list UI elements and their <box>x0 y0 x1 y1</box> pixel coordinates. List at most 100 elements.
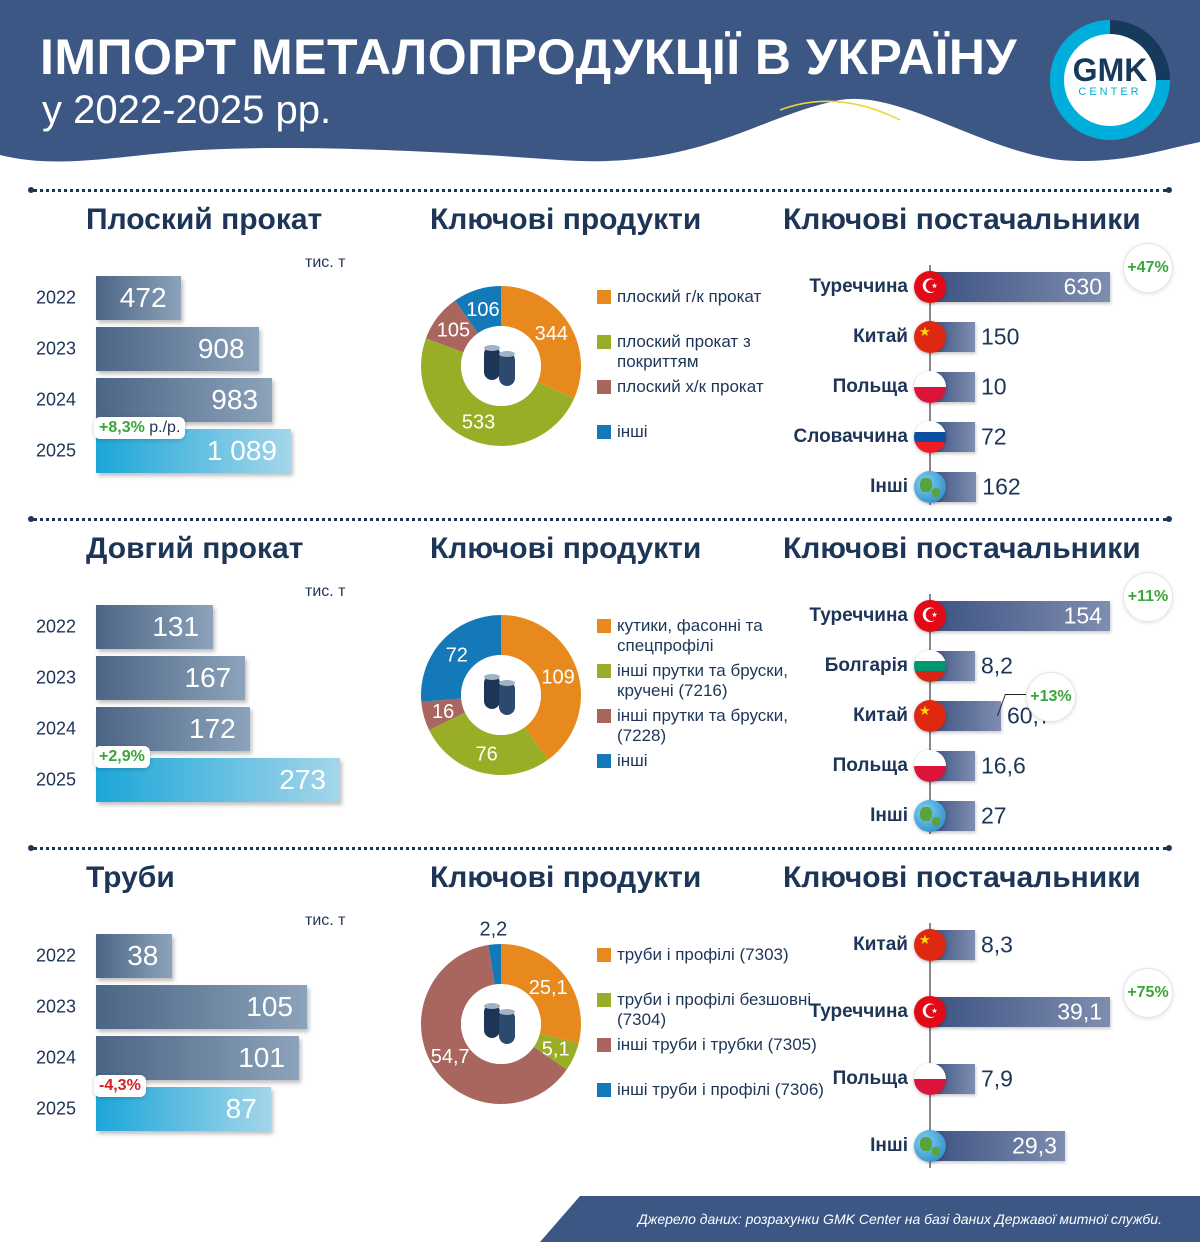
supplier-value: 27 <box>981 802 1007 829</box>
legend-item: інші прутки та бруски, кручені (7216) <box>597 661 832 701</box>
change-badge: +2,9% <box>94 746 150 768</box>
legend-swatch <box>597 335 611 349</box>
legend-item: інші труби і трубки (7305) <box>597 1035 832 1055</box>
legend-label: плоский прокат з покриттям <box>617 332 751 371</box>
donut-slice <box>501 286 581 399</box>
year-label: 2025 <box>36 1098 77 1119</box>
legend-label: інші труби і трубки (7305) <box>617 1035 817 1054</box>
legend-label: інші прутки та бруски, кручені (7216) <box>617 661 788 700</box>
poland-flag-icon <box>914 371 946 403</box>
slice-value-label: 72 <box>446 644 468 666</box>
legend-item: плоский прокат з покриттям <box>597 332 832 372</box>
change-badge: -4,3% <box>94 1075 146 1097</box>
legend-item: інші прутки та бруски, (7228) <box>597 706 832 746</box>
growth-badge: +47% <box>1123 243 1173 293</box>
supplier-value: 10 <box>981 373 1007 400</box>
supplier-value: 8,2 <box>981 652 1013 679</box>
supplier-country: Китай <box>853 326 908 347</box>
china-flag-icon: ★ <box>914 929 946 961</box>
supplier-country: Польща <box>832 376 908 397</box>
year-label: 2024 <box>36 389 77 410</box>
section-title: Ключові постачальники <box>783 203 1141 236</box>
supplier-country: Туреччина <box>809 276 908 297</box>
unit-label: тис. т <box>305 912 346 929</box>
page-subtitle: у 2022-2025 рр. <box>42 88 332 132</box>
donut-slice <box>425 300 479 353</box>
year-label: 2022 <box>36 945 77 966</box>
divider-dot <box>1166 516 1172 522</box>
supplier-country: Китай <box>853 934 908 955</box>
unit-label: тис. т <box>305 254 346 271</box>
globe-flag-icon <box>914 1130 946 1162</box>
legend-label: інші прутки та бруски, (7228) <box>617 706 788 745</box>
year-bar: 167 <box>96 656 246 700</box>
globe-flag-icon <box>914 800 946 832</box>
section-title: Ключові постачальники <box>783 861 1141 894</box>
slice-value-label: 5,1 <box>542 1039 570 1061</box>
year-bar: 105 <box>96 985 307 1029</box>
legend-label: кутики, фасонні та спецпрофілі <box>617 616 763 655</box>
donut-chart: 25,1 5,1 54,7 2,2 <box>421 918 581 1104</box>
supplier-axis <box>929 923 931 1168</box>
year-label: 2023 <box>36 338 77 359</box>
supplier-country: Китай <box>853 705 908 726</box>
slice-value-label: 533 <box>462 412 495 434</box>
donut-slice <box>429 712 549 775</box>
logo-subtext: CENTER <box>1078 86 1142 98</box>
donut-slice <box>421 698 466 731</box>
logo-text: GMK <box>1072 52 1148 88</box>
donut-slice <box>455 286 501 334</box>
supplier-bar <box>930 601 1110 631</box>
page-title: ІМПОРТ МЕТАЛОПРОДУКЦІЇ В УКРАЇНУ <box>40 29 1018 85</box>
year-label: 2023 <box>36 667 77 688</box>
year-bar: 101 <box>96 1036 299 1080</box>
supplier-value: 7,9 <box>981 1065 1013 1092</box>
supplier-country: Польща <box>832 755 908 776</box>
legend-label: труби і профілі (7303) <box>617 945 789 964</box>
donut-chart: 109 76 16 72 <box>421 615 581 775</box>
slice-value-label: 106 <box>466 299 499 321</box>
slice-value-label: 76 <box>476 743 498 765</box>
change-badge: +8,3% р./р. <box>94 417 186 439</box>
source-note: Джерело даних: розрахунки GMK Center на … <box>540 1196 1200 1242</box>
steel-coil-icon <box>461 326 541 406</box>
legend-swatch <box>597 709 611 723</box>
supplier-country: Інші <box>870 476 908 497</box>
change-value: +8,3% <box>99 419 145 436</box>
legend-swatch <box>597 948 611 962</box>
legend-swatch <box>597 993 611 1007</box>
legend-swatch <box>597 380 611 394</box>
legend-swatch <box>597 619 611 633</box>
section-divider <box>33 189 1167 192</box>
slice-value-label: 109 <box>541 666 574 688</box>
supplier-value: 29,3 <box>1012 1132 1057 1159</box>
divider-dot <box>28 845 34 851</box>
legend-swatch <box>597 754 611 768</box>
divider-dot <box>28 187 34 193</box>
legend-label: інші <box>617 751 648 770</box>
slice-value-label: 2,2 <box>479 918 507 940</box>
supplier-value: 39,1 <box>1057 998 1102 1025</box>
turkey-flag-icon: ☪ <box>914 996 946 1028</box>
year-label: 2025 <box>36 769 77 790</box>
growth-badge: +13% <box>1025 672 1076 722</box>
china-flag-icon: ★ <box>914 321 946 353</box>
change-suffix: р./р. <box>149 419 181 436</box>
section-divider <box>33 518 1167 521</box>
bulgaria-flag-icon <box>914 650 946 682</box>
legend-label: труби і профілі безшовні (7304) <box>617 990 812 1029</box>
supplier-country: Інші <box>870 805 908 826</box>
year-bar: 131 <box>96 605 214 649</box>
year-bar: 472 <box>96 276 181 320</box>
donut-slice <box>501 944 581 1044</box>
section-title: Плоский прокат <box>86 203 323 236</box>
supplier-country: Туреччина <box>809 1001 908 1022</box>
supplier-value: 8,3 <box>981 931 1013 958</box>
legend-swatch <box>597 425 611 439</box>
donut-slice <box>421 338 575 446</box>
divider-dot <box>1166 845 1172 851</box>
donut-slice <box>421 945 567 1104</box>
section-title: Довгий прокат <box>86 532 304 565</box>
year-bar: 908 <box>96 327 259 371</box>
